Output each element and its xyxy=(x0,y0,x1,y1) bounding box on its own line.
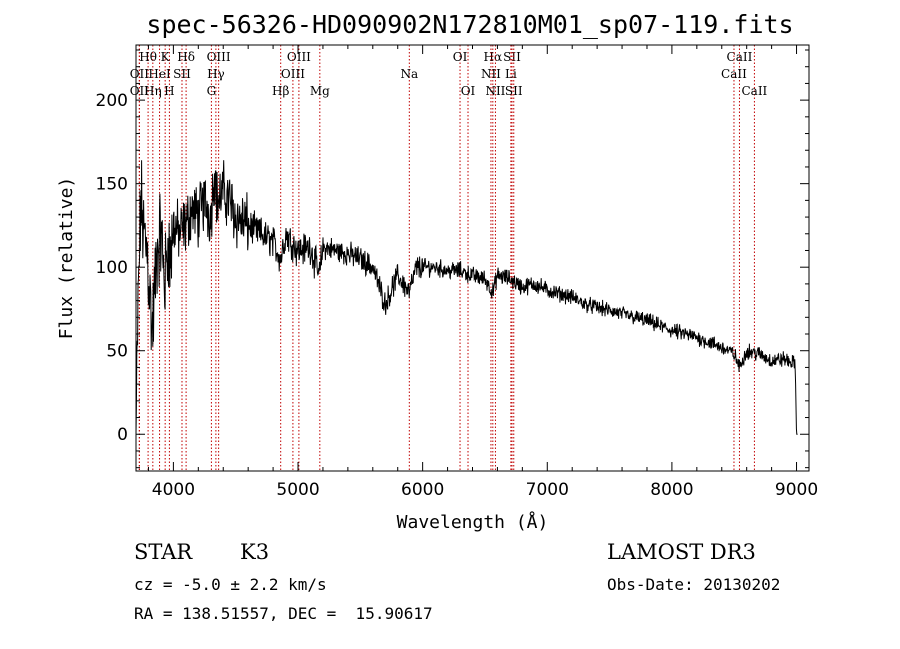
y-tick-label: 0 xyxy=(117,425,128,445)
chart-title: spec-56326-HD090902N172810M01_sp07-119.f… xyxy=(146,10,793,39)
y-tick-label: 150 xyxy=(96,175,128,195)
velocity-readout: cz = -5.0 ± 2.2 km/s xyxy=(134,575,327,594)
line-label: NII xyxy=(485,84,505,98)
line-label: SII xyxy=(173,67,191,81)
observation-date: Obs-Date: 20130202 xyxy=(607,575,781,594)
x-tick-label: 9000 xyxy=(775,480,818,500)
line-label: OIII xyxy=(281,67,305,81)
line-label: OIII xyxy=(287,50,311,64)
x-tick-label: 5000 xyxy=(276,480,319,500)
line-label: OII xyxy=(130,84,150,98)
line-label: SII xyxy=(503,50,521,64)
line-label: Mg xyxy=(310,84,330,98)
spectrum-chart: spec-56326-HD090902N172810M01_sp07-119.f… xyxy=(56,10,818,533)
line-label: H xyxy=(164,84,174,98)
line-label: SII xyxy=(505,84,523,98)
line-label: Hα xyxy=(484,50,503,64)
line-label: OIII xyxy=(207,50,231,64)
coordinates-readout: RA = 138.51557, DEC = 15.90617 xyxy=(134,604,433,623)
line-label: OI xyxy=(453,50,468,64)
line-label: CaII xyxy=(721,67,747,81)
object-class: STAR xyxy=(134,540,193,564)
line-label: Hη xyxy=(144,84,162,98)
line-label: CaII xyxy=(741,84,767,98)
x-tick-label: 8000 xyxy=(650,480,693,500)
spectrum-line xyxy=(135,160,798,435)
line-label: Na xyxy=(400,67,418,81)
line-label: Hθ xyxy=(139,50,157,64)
y-tick-label: 100 xyxy=(96,258,128,278)
y-axis-label: Flux (relative) xyxy=(56,177,77,340)
line-label: Li xyxy=(505,67,517,81)
object-subclass: K3 xyxy=(240,540,270,564)
line-label: G xyxy=(207,84,217,98)
line-label: K xyxy=(161,50,171,64)
spectrum-series xyxy=(135,160,798,435)
line-label: Hγ xyxy=(207,67,225,81)
x-tick-label: 4000 xyxy=(152,480,195,500)
line-label: Hδ xyxy=(177,50,195,64)
line-label: OI xyxy=(461,84,476,98)
y-tick-label: 200 xyxy=(96,91,128,111)
x-tick-label: 7000 xyxy=(526,480,569,500)
survey-name: LAMOST DR3 xyxy=(607,540,756,564)
plot-frame xyxy=(135,44,810,472)
line-label: Hβ xyxy=(272,84,289,98)
y-tick-label: 50 xyxy=(106,342,128,362)
line-label: CaII xyxy=(727,50,753,64)
line-label: HeI xyxy=(148,67,171,81)
axes: 4000 5000 6000 7000 8000 9000 0 50 100 150 200 xyxy=(96,45,818,500)
x-axis-label: Wavelength (Å) xyxy=(397,511,549,533)
x-tick-label: 6000 xyxy=(401,480,444,500)
line-label: NII xyxy=(481,67,501,81)
